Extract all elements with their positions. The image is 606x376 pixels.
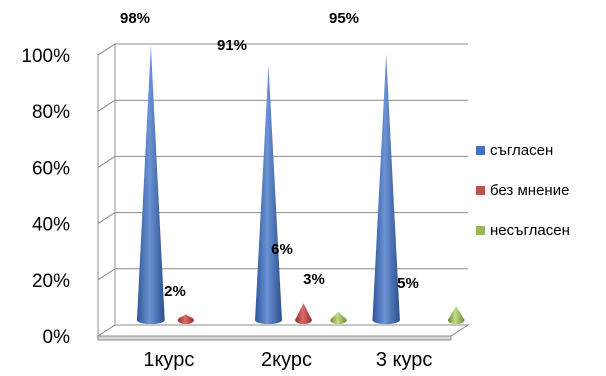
gridline-side [97, 268, 116, 281]
legend-swatch [476, 146, 485, 155]
series-marks [136, 45, 465, 324]
cone-body [136, 45, 165, 324]
x-tick-label: 3 курс [376, 349, 433, 371]
legend-item: съгласен [476, 142, 553, 159]
y-tick-label: 60% [32, 158, 70, 179]
cone-body [177, 314, 194, 324]
gridline-side [97, 212, 116, 225]
data-label: 91% [217, 37, 247, 54]
legend-swatch [476, 226, 485, 235]
gridline-side [97, 43, 116, 56]
floor-plane [96, 324, 470, 337]
x-tick-label: 2курс [261, 349, 312, 371]
legend-label: несъгласен [490, 222, 570, 239]
cone-1-1 [136, 45, 165, 324]
cone-body [330, 311, 347, 324]
x-axis: 1курс 2курс 3 курс [143, 349, 432, 371]
data-label: 3% [303, 271, 325, 288]
y-tick-label: 80% [32, 102, 70, 123]
legend-swatch [476, 186, 485, 195]
y-axis: 0% 20% 40% 60% 80% 100% [21, 46, 70, 348]
plot-area: 0%20%40%60%80%100% 1курс 2курс 3 курс 98%9… [21, 10, 470, 371]
y-tick-label: 0% [43, 327, 71, 348]
data-label: 2% [164, 283, 186, 300]
legend-item: несъгласен [476, 222, 570, 239]
legend-label: съгласен [490, 142, 553, 159]
y-tick-label: 20% [32, 271, 70, 292]
chart-floor [96, 324, 470, 341]
data-label: 98% [120, 10, 150, 27]
cone-2-2 [295, 303, 312, 324]
cone-3-3 [447, 306, 465, 324]
cone-1-2 [255, 65, 282, 324]
y-tick-label: 100% [21, 46, 70, 67]
cone-body [295, 303, 312, 324]
cone-body [255, 65, 282, 324]
left-wall [97, 43, 116, 336]
x-tick-label: 1курс [143, 349, 194, 371]
y-tick-label: 40% [32, 215, 70, 236]
legend: съгласен без мнение несъгласен [476, 142, 570, 239]
cone-body [447, 306, 465, 324]
floor-edge [97, 335, 452, 341]
chart-walls [97, 43, 116, 336]
data-label: 95% [329, 10, 359, 27]
cone-1-3 [372, 54, 400, 324]
data-label: 6% [271, 241, 293, 258]
cone-3-2 [330, 311, 347, 324]
cone-body [372, 54, 400, 324]
legend-item: без мнение [476, 182, 569, 199]
legend-label: без мнение [490, 182, 569, 199]
gridline-side [97, 155, 116, 168]
gridline-side [97, 99, 116, 112]
gridlines [97, 43, 468, 281]
cone-2-1 [177, 314, 194, 324]
data-labels: 98% 91% 95% 2% 6% 3% 5% [120, 10, 419, 300]
data-label: 5% [397, 275, 419, 292]
